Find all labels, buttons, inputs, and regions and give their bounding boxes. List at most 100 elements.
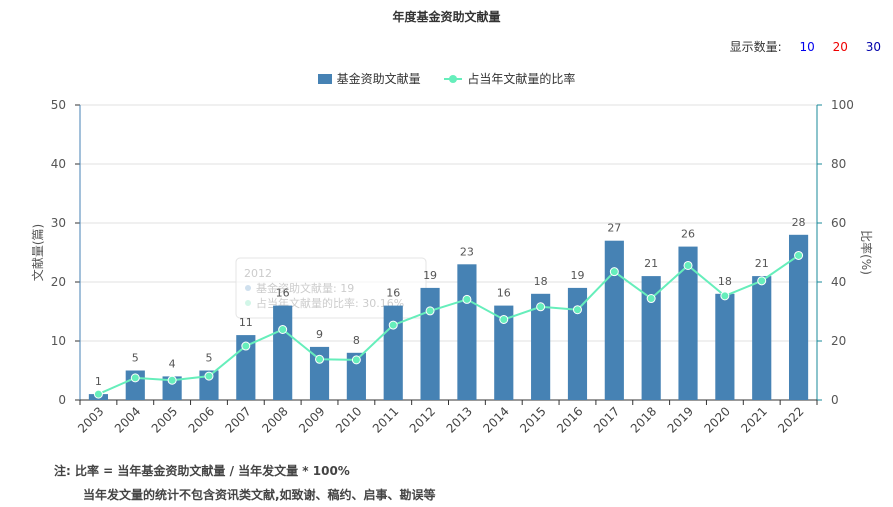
bar-value-label: 23 bbox=[460, 245, 474, 258]
legend-item-bar[interactable]: 基金资助文献量 bbox=[317, 70, 421, 87]
bar bbox=[567, 287, 588, 400]
x-tick-label: 2011 bbox=[370, 404, 401, 435]
bar-value-label: 16 bbox=[386, 287, 400, 300]
chart-title: 年度基金资助文献量 bbox=[392, 10, 501, 24]
bar bbox=[752, 276, 772, 400]
x-tick-label: 2010 bbox=[333, 404, 364, 435]
x-tick-label: 2009 bbox=[296, 404, 327, 435]
bar bbox=[678, 246, 698, 400]
bar-value-label: 18 bbox=[718, 275, 732, 288]
bar bbox=[236, 335, 256, 400]
x-tick-label: 2007 bbox=[222, 404, 253, 435]
ratio-point bbox=[646, 294, 656, 304]
y-right-tick-label: 80 bbox=[831, 157, 846, 171]
ratio-point bbox=[241, 341, 251, 351]
y-left-tick-label: 30 bbox=[51, 216, 66, 230]
tooltip-bar-marker bbox=[245, 285, 251, 291]
bar bbox=[162, 376, 182, 400]
x-tick-label: 2018 bbox=[628, 404, 659, 435]
ratio-point bbox=[757, 276, 767, 286]
display-count-option-20[interactable]: 20 bbox=[832, 40, 848, 54]
y-left-tick-label: 20 bbox=[51, 275, 66, 289]
display-count-selector: 显示数量: 10 20 30 bbox=[730, 38, 881, 55]
bar bbox=[604, 240, 624, 400]
bar bbox=[641, 276, 661, 400]
bar-value-label: 5 bbox=[132, 352, 139, 365]
bar bbox=[420, 287, 440, 400]
ratio-point bbox=[609, 267, 619, 277]
tooltip-line-1: 基金资助文献量: 19 bbox=[256, 281, 354, 295]
x-tick-label: 2019 bbox=[665, 404, 696, 435]
y-right-tick-label: 40 bbox=[831, 275, 846, 289]
legend-line-swatch bbox=[444, 74, 463, 84]
y-left-tick-label: 50 bbox=[51, 98, 66, 112]
bar-value-label: 26 bbox=[681, 228, 695, 241]
bar-value-label: 8 bbox=[353, 334, 360, 347]
tooltip-category: 2012 bbox=[244, 267, 272, 280]
ratio-point bbox=[794, 250, 804, 260]
y-right-axis-title: 比率(%) bbox=[859, 230, 874, 275]
note-formula: 注: 比率 = 当年基金资助文献量 / 当年发文量 * 100% bbox=[54, 464, 350, 478]
legend-line-label: 占当年文献量的比率 bbox=[467, 72, 576, 86]
bar-value-label: 19 bbox=[570, 269, 584, 282]
x-tick-label: 2006 bbox=[186, 404, 217, 435]
y-left-axis-title: 文献量(篇) bbox=[30, 224, 45, 281]
display-count-option-30[interactable]: 30 bbox=[865, 40, 881, 54]
ratio-point bbox=[683, 260, 693, 270]
tooltip-line-marker bbox=[245, 300, 251, 306]
bar-value-label: 5 bbox=[205, 352, 212, 365]
y-left-tick-label: 40 bbox=[51, 157, 66, 171]
bar-value-label: 4 bbox=[169, 357, 176, 370]
bar-value-label: 18 bbox=[534, 275, 548, 288]
bar-value-label: 9 bbox=[316, 328, 323, 341]
legend-item-line[interactable]: 占当年文献量的比率 bbox=[444, 70, 575, 87]
x-tick-label: 2004 bbox=[112, 404, 143, 435]
bar-value-label: 28 bbox=[792, 216, 806, 229]
y-left-tick-label: 0 bbox=[58, 393, 66, 407]
display-count-label: 显示数量: bbox=[729, 40, 782, 54]
x-tick-label: 2014 bbox=[480, 404, 511, 435]
ratio-point bbox=[720, 291, 730, 301]
y-right-tick-label: 0 bbox=[831, 393, 839, 407]
bar bbox=[383, 305, 403, 400]
x-tick-label: 2016 bbox=[554, 404, 585, 435]
y-right-tick-label: 20 bbox=[831, 334, 846, 348]
ratio-point bbox=[167, 375, 177, 385]
bar-value-label: 21 bbox=[755, 257, 769, 270]
ratio-point bbox=[572, 305, 582, 315]
bar bbox=[199, 370, 219, 400]
ratio-point bbox=[425, 306, 435, 316]
y-right-tick-label: 60 bbox=[831, 216, 846, 230]
x-tick-label: 2008 bbox=[259, 404, 290, 435]
ratio-point bbox=[278, 324, 288, 334]
bar-value-label: 16 bbox=[276, 287, 290, 300]
display-count-option-10[interactable]: 10 bbox=[799, 40, 815, 54]
bar bbox=[531, 293, 551, 400]
tooltip-line-2: 占当年文献量的比率: 30.16% bbox=[256, 296, 404, 310]
ratio-point bbox=[462, 294, 472, 304]
ratio-point bbox=[315, 354, 325, 364]
ratio-point bbox=[351, 355, 361, 365]
bar bbox=[273, 305, 293, 400]
x-tick-label: 2005 bbox=[149, 404, 180, 435]
bar bbox=[457, 264, 477, 400]
bar-value-label: 11 bbox=[239, 316, 253, 329]
x-tick-label: 2015 bbox=[517, 404, 548, 435]
x-tick-label: 2003 bbox=[75, 404, 106, 435]
ratio-point bbox=[388, 320, 398, 330]
note-exclusion: 当年发文量的统计不包含资讯类文献,如致谢、稿约、启事、勘误等 bbox=[83, 488, 436, 502]
x-tick-label: 2020 bbox=[701, 404, 732, 435]
bar bbox=[715, 293, 735, 400]
x-tick-label: 2021 bbox=[738, 404, 769, 435]
bar bbox=[346, 352, 366, 400]
bar bbox=[788, 234, 809, 400]
x-tick-label: 2012 bbox=[407, 404, 438, 435]
legend-bar-swatch bbox=[317, 73, 332, 84]
x-tick-label: 2017 bbox=[591, 404, 622, 435]
y-right-tick-label: 100 bbox=[831, 98, 854, 112]
ratio-point bbox=[536, 302, 546, 312]
ratio-point bbox=[204, 371, 214, 381]
bar-value-label: 19 bbox=[423, 269, 437, 282]
bar-value-label: 16 bbox=[497, 287, 511, 300]
bar-value-label: 21 bbox=[644, 257, 658, 270]
